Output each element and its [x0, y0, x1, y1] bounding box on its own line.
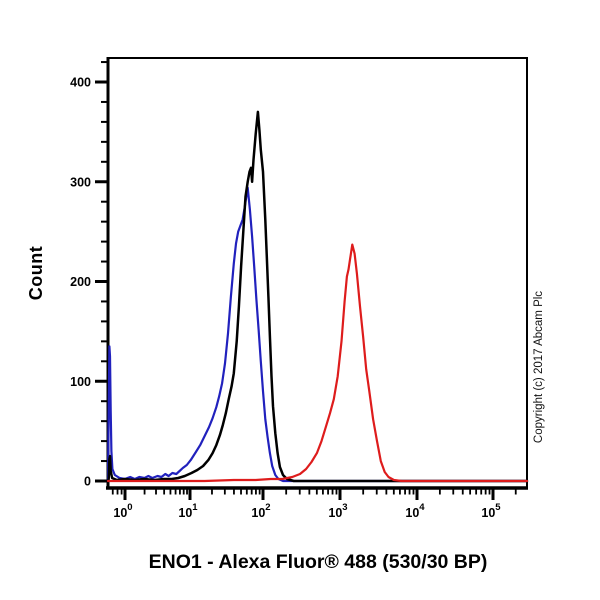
- curve-blue-histogram: [106, 186, 529, 483]
- curve-red-histogram: [106, 243, 529, 483]
- x-tick-label: 102: [251, 502, 270, 520]
- y-tick-label: 100: [70, 375, 91, 389]
- x-tick-label: 100: [113, 502, 132, 520]
- y-axis-title: Count: [26, 245, 46, 301]
- x-tick-label: 104: [405, 502, 425, 520]
- chart-title: ENO1 - Alexa Fluor® 488 (530/30 BP): [148, 551, 488, 573]
- x-tick-label: 105: [481, 502, 501, 520]
- y-tick-label: 200: [70, 275, 91, 289]
- x-tick-label: 101: [178, 502, 198, 520]
- y-tick-label: 400: [70, 76, 91, 90]
- copyright-notice: Copyright (c) 2017 Abcam Plc: [533, 290, 545, 444]
- x-tick-label: 103: [328, 502, 347, 520]
- y-tick-label: 0: [84, 475, 91, 489]
- y-tick-label: 300: [70, 175, 91, 189]
- curve-black-histogram: [106, 110, 529, 483]
